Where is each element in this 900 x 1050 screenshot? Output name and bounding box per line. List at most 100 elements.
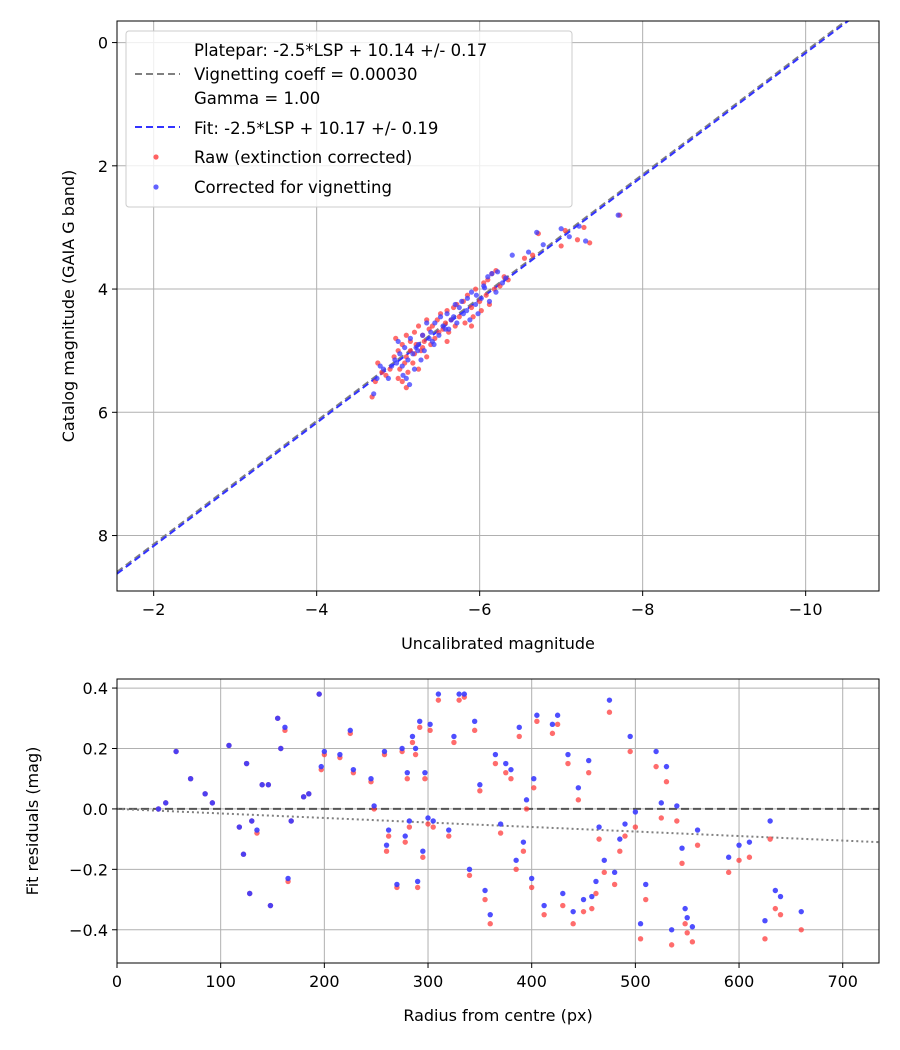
top-y-tick-label: 4 xyxy=(98,280,108,299)
corrected-residual-point xyxy=(549,721,556,728)
raw-residual-point xyxy=(503,769,509,776)
top-scatter-points xyxy=(369,212,623,400)
corrected-residual-point xyxy=(508,766,514,773)
corrected-residual-point xyxy=(689,924,696,930)
raw-residual-point xyxy=(520,848,527,854)
bottom-x-tick-label: 400 xyxy=(516,972,547,991)
corrected-residual-point xyxy=(430,818,436,824)
raw-point xyxy=(424,354,430,360)
raw-residual-point xyxy=(746,854,753,860)
corrected-residual-point xyxy=(772,887,779,894)
corrected-point xyxy=(402,344,408,351)
corrected-point xyxy=(486,298,493,304)
corrected-point xyxy=(415,341,422,348)
corrected-residual-point xyxy=(541,902,547,909)
corrected-residual-point xyxy=(267,902,274,909)
vignetting-trend-line xyxy=(117,807,879,844)
top-y-tick-label: 2 xyxy=(98,157,108,176)
raw-residual-point xyxy=(606,709,613,715)
corrected-residual-point xyxy=(446,827,452,833)
corrected-residual-point xyxy=(456,691,462,697)
raw-residual-point xyxy=(513,866,519,873)
corrected-residual-point xyxy=(674,803,680,809)
corrected-residual-point xyxy=(236,824,243,830)
corrected-point xyxy=(389,363,395,369)
corrected-residual-point xyxy=(318,763,324,770)
corrected-point xyxy=(424,320,430,326)
corrected-residual-point xyxy=(209,800,216,806)
corrected-residual-point xyxy=(554,712,561,718)
bottom-x-tick-label: 0 xyxy=(112,972,122,991)
raw-residual-point xyxy=(528,884,535,891)
corrected-residual-point xyxy=(471,718,478,724)
calibration-plot: −2 −4 −6 −8 −10 0 2 4 6 8 Uncalibrated magnitude… xyxy=(59,20,880,653)
top-x-tick-label: −4 xyxy=(305,600,329,619)
corrected-residual-point xyxy=(417,718,423,724)
raw-residual-point xyxy=(589,905,595,912)
raw-residual-point xyxy=(417,724,423,731)
raw-residual-point xyxy=(653,763,659,770)
raw-point xyxy=(558,243,564,249)
corrected-residual-point xyxy=(798,908,804,915)
raw-residual-point xyxy=(422,776,428,782)
corrected-residual-point xyxy=(725,854,732,860)
corrected-point xyxy=(377,363,383,369)
raw-point xyxy=(405,369,411,375)
corrected-point xyxy=(428,329,434,335)
raw-residual-point xyxy=(560,902,566,909)
corrected-residual-point xyxy=(580,896,587,903)
corrected-residual-point xyxy=(520,839,527,845)
corrected-residual-point xyxy=(163,800,169,806)
raw-residual-point xyxy=(622,833,628,839)
corrected-residual-point xyxy=(451,733,457,740)
raw-point xyxy=(521,255,528,261)
corrected-point xyxy=(426,335,432,341)
raw-residual-point xyxy=(414,884,421,891)
raw-point xyxy=(410,360,416,366)
corrected-residual-point xyxy=(422,769,428,776)
corrected-residual-point xyxy=(663,763,670,770)
bottom-y-tick-label: 0.4 xyxy=(83,679,108,698)
bottom-y-tick-label: −0.4 xyxy=(69,921,108,940)
raw-point xyxy=(415,323,422,329)
corrected-residual-point xyxy=(404,769,410,776)
bottom-y-tick-label: 0.2 xyxy=(83,739,108,758)
corrected-residual-point xyxy=(288,818,294,824)
legend: Platepar: -2.5*LSP + 10.14 +/- 0.17 Vign… xyxy=(125,30,573,208)
raw-point xyxy=(587,240,593,246)
raw-residual-point xyxy=(534,718,540,724)
raw-residual-point xyxy=(492,760,499,767)
corrected-residual-point xyxy=(658,800,664,806)
raw-point xyxy=(562,227,568,234)
corrected-point xyxy=(503,275,509,281)
corrected-residual-point xyxy=(247,890,253,897)
corrected-residual-point xyxy=(528,875,535,882)
raw-residual-point xyxy=(596,836,602,842)
raw-residual-point xyxy=(420,854,426,860)
corrected-residual-point xyxy=(412,745,419,752)
top-x-tick-label: −8 xyxy=(631,600,655,619)
corrected-point xyxy=(406,381,413,388)
raw-residual-point xyxy=(736,857,742,863)
corrected-residual-point xyxy=(586,757,592,764)
corrected-residual-point xyxy=(321,748,328,755)
corrected-residual-point xyxy=(316,691,322,697)
top-x-tick-label: −10 xyxy=(789,600,823,619)
corrected-point xyxy=(493,289,499,295)
corrected-point xyxy=(400,372,406,378)
corrected-residual-point xyxy=(560,890,566,897)
corrected-residual-point xyxy=(575,785,582,791)
bottom-x-tick-label: 500 xyxy=(620,972,651,991)
corrected-residual-point xyxy=(414,878,421,885)
corrected-residual-point xyxy=(767,818,773,824)
corrected-point xyxy=(450,314,457,320)
corrected-point xyxy=(420,332,426,338)
corrected-point xyxy=(489,271,495,277)
corrected-point xyxy=(418,357,424,363)
corrected-residual-point xyxy=(516,724,522,731)
corrected-residual-point xyxy=(155,806,162,812)
corrected-residual-point xyxy=(513,857,519,863)
legend-platepar-label-line3: Gamma = 1.00 xyxy=(194,89,320,108)
raw-point xyxy=(530,252,536,258)
legend-corrected-marker xyxy=(153,184,159,190)
